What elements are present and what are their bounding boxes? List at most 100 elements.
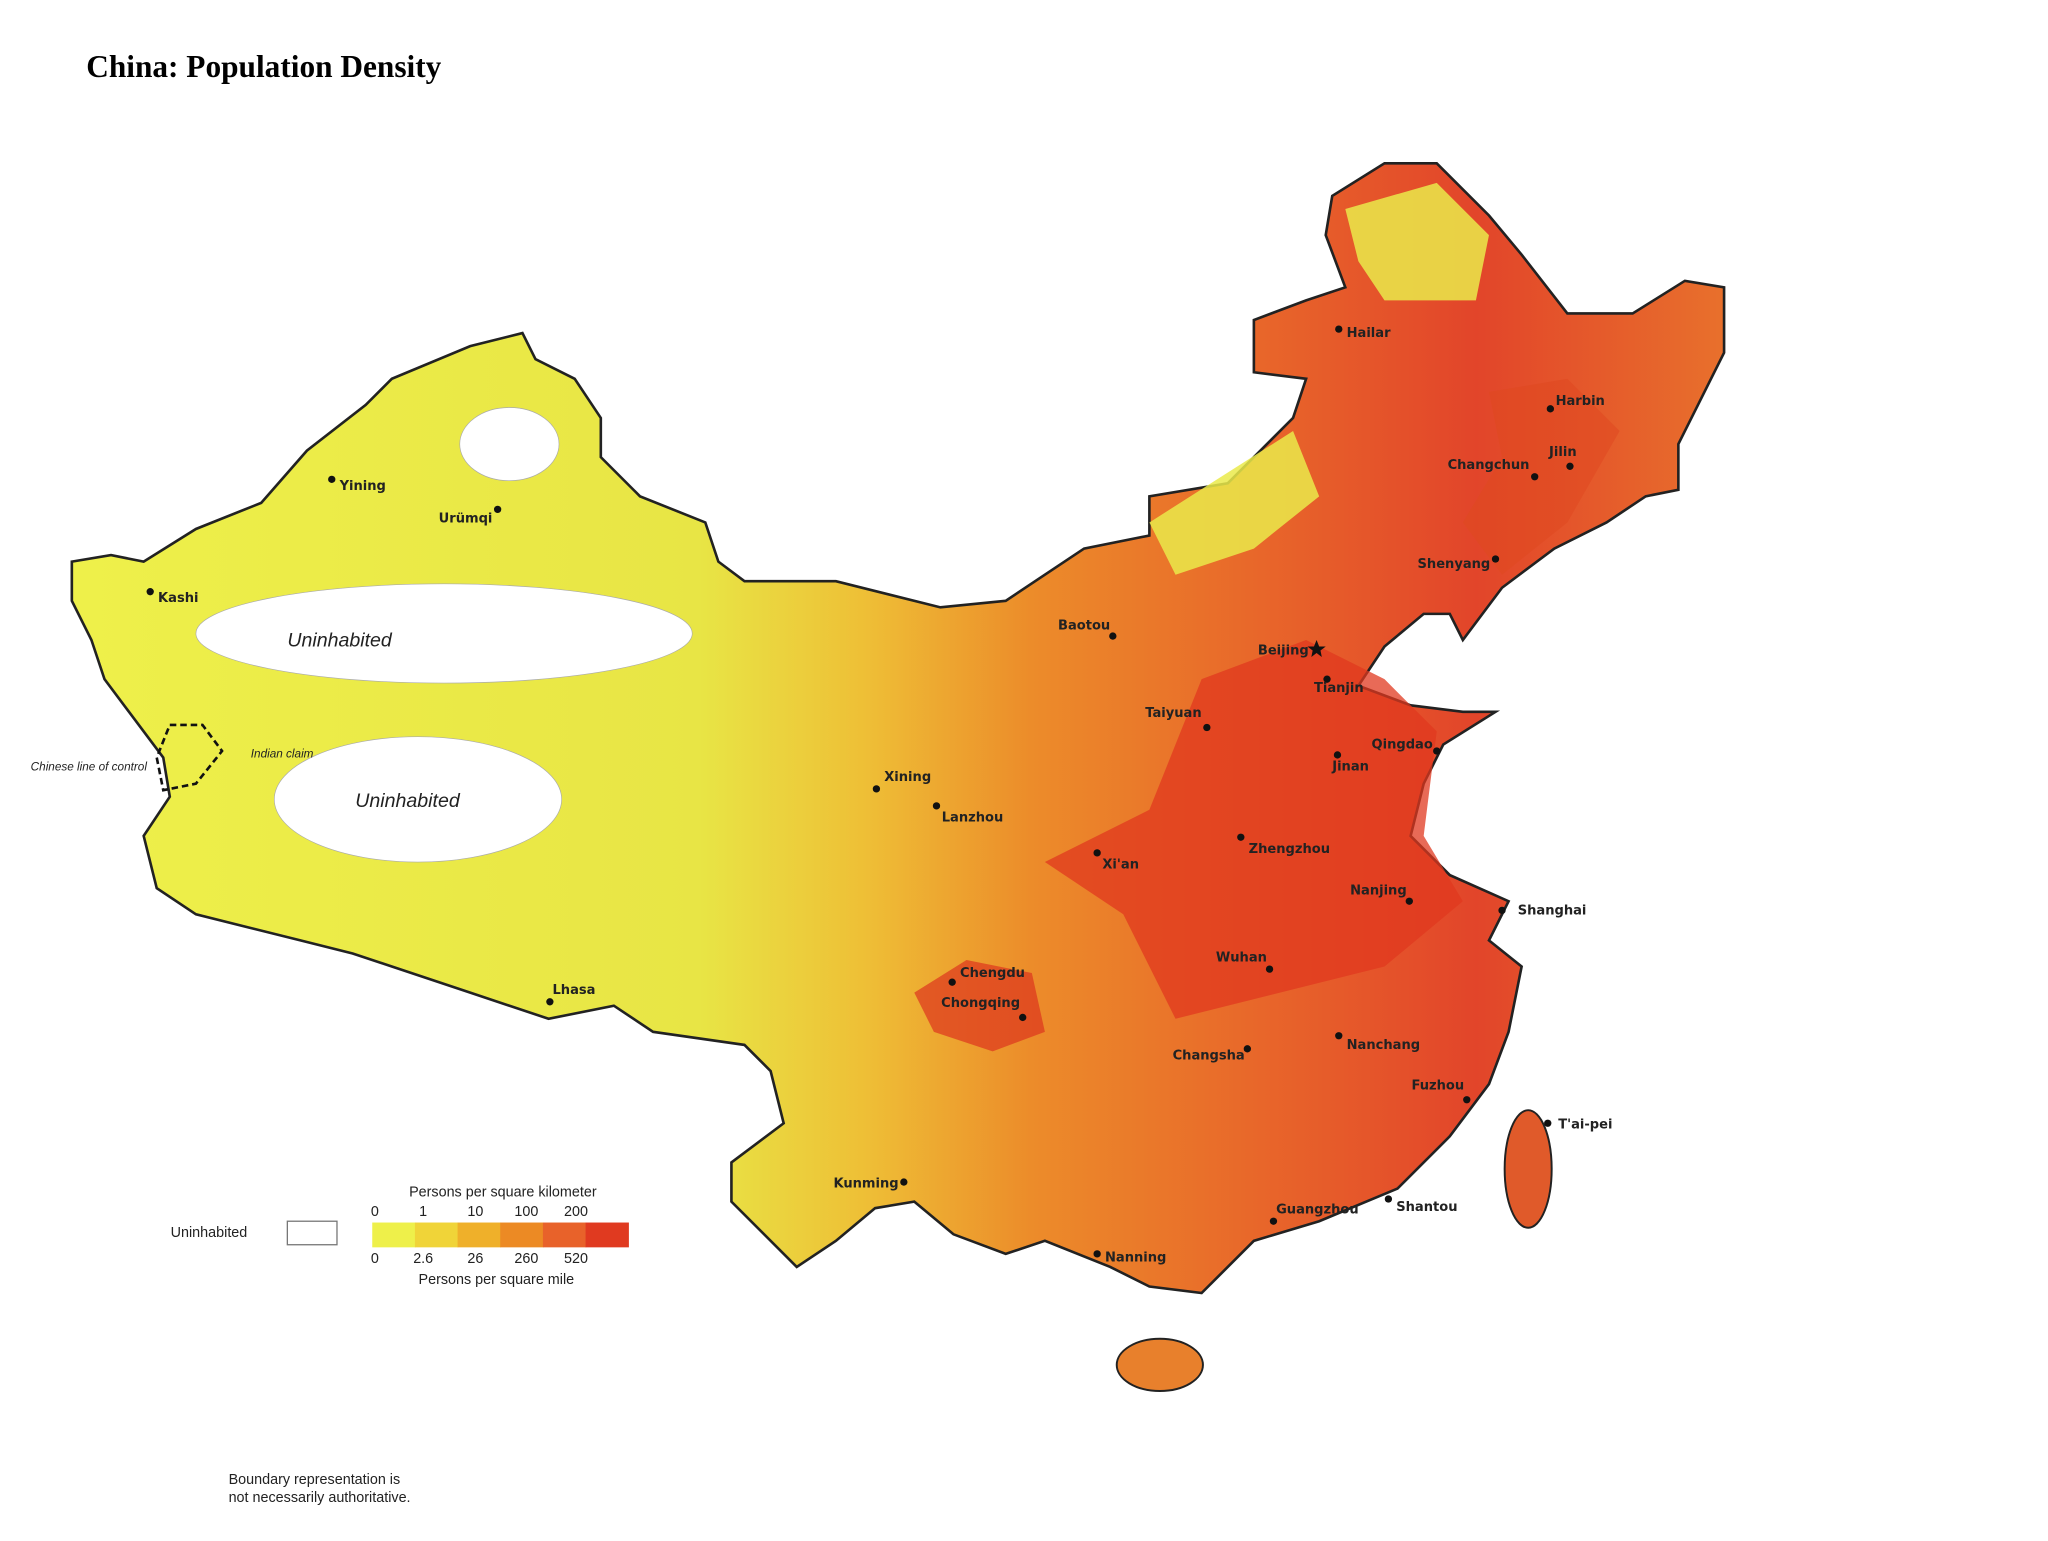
legend-mile-tick: 0 bbox=[371, 1251, 379, 1267]
city-dot bbox=[146, 588, 154, 596]
city-dot bbox=[948, 978, 956, 986]
city-dot bbox=[872, 785, 881, 793]
city-label: Nanning bbox=[1105, 1251, 1166, 1266]
city-label: Xining bbox=[884, 770, 931, 785]
city-dot bbox=[1269, 1217, 1278, 1225]
uninhabited-dzungaria bbox=[459, 407, 560, 481]
legend-km-tick: 100 bbox=[514, 1204, 538, 1220]
city-label: Chengdu bbox=[960, 966, 1025, 981]
region-label: Uninhabited bbox=[287, 630, 393, 652]
legend-km-title: Persons per square kilometer bbox=[409, 1184, 597, 1200]
city-label: Harbin bbox=[1556, 394, 1605, 409]
northeast-yellow bbox=[1149, 182, 1489, 575]
city-dot bbox=[1323, 675, 1331, 683]
city-dot bbox=[1405, 897, 1413, 905]
city-dot bbox=[1498, 906, 1506, 915]
city-dot bbox=[1491, 555, 1500, 563]
legend-uninhabited-label: Uninhabited bbox=[171, 1225, 248, 1241]
city-dot bbox=[493, 505, 502, 514]
legend-mile-tick: 2.6 bbox=[413, 1251, 433, 1267]
legend-km-tick: 1 bbox=[419, 1204, 427, 1220]
legend-uninhabited-swatch bbox=[286, 1220, 338, 1246]
city-label: Shenyang bbox=[1418, 557, 1491, 572]
border-label: Indian claim bbox=[251, 748, 314, 761]
city-dot bbox=[546, 998, 554, 1006]
city-dot bbox=[328, 475, 336, 484]
region-label: Uninhabited bbox=[355, 790, 461, 812]
city-label: Yining bbox=[339, 479, 386, 494]
city-label: Xi'an bbox=[1102, 858, 1139, 873]
legend-mile-tick: 520 bbox=[564, 1251, 588, 1267]
legend-km-tick: 10 bbox=[467, 1204, 483, 1220]
city-label: Lanzhou bbox=[942, 811, 1004, 826]
city-label: Nanchang bbox=[1347, 1038, 1420, 1053]
city-label: Chongqing bbox=[941, 996, 1020, 1011]
border-label: Chinese line of control bbox=[31, 761, 148, 774]
legend-swatch bbox=[585, 1222, 629, 1248]
legend-swatch bbox=[414, 1222, 459, 1248]
city-label: Qingdao bbox=[1372, 737, 1433, 752]
legend-swatch bbox=[542, 1222, 587, 1248]
city-dot bbox=[1335, 1032, 1343, 1040]
city-label: Kunming bbox=[833, 1176, 898, 1191]
city-label: Guangzhou bbox=[1276, 1202, 1359, 1217]
city-label: Nanjing bbox=[1350, 884, 1407, 899]
city-dot bbox=[1531, 473, 1539, 481]
city-label: Changsha bbox=[1173, 1048, 1245, 1063]
legend-km-tick: 200 bbox=[564, 1204, 588, 1220]
hainan bbox=[1115, 1337, 1204, 1392]
city-dot bbox=[1203, 723, 1211, 732]
uninhabited-taklamakan bbox=[195, 583, 693, 684]
city-label: Fuzhou bbox=[1411, 1078, 1464, 1093]
city-layer: Hailar Harbin Jilin Changchun Shenyang Beijin… bbox=[146, 325, 1612, 1266]
city-label: Taiyuan bbox=[1145, 706, 1201, 721]
city-label: Changchun bbox=[1448, 458, 1530, 473]
city-label: Jilin bbox=[1548, 445, 1577, 460]
legend-mile-tick: 260 bbox=[514, 1251, 538, 1267]
city-dot bbox=[1265, 965, 1274, 973]
disputed-boundary bbox=[155, 723, 224, 792]
map-title: China: Population Density bbox=[86, 49, 441, 84]
sichuan-basin bbox=[914, 960, 1045, 1052]
city-label: Hailar bbox=[1347, 326, 1391, 341]
legend-swatch bbox=[500, 1222, 544, 1248]
note: Boundary representation is bbox=[229, 1472, 401, 1488]
city-dot bbox=[1093, 849, 1101, 857]
northeast-plain bbox=[1462, 378, 1620, 575]
dense-core bbox=[1044, 640, 1463, 1019]
city-label: Shantou bbox=[1396, 1200, 1457, 1215]
taiwan bbox=[1503, 1109, 1553, 1229]
city-label: Lhasa bbox=[552, 983, 595, 998]
city-dot bbox=[1237, 833, 1245, 841]
city-label: Beijing bbox=[1258, 643, 1309, 658]
city-dot bbox=[1333, 751, 1342, 759]
mainland bbox=[70, 161, 1726, 1295]
legend: Uninhabited Persons per square kilometer… bbox=[171, 1184, 629, 1288]
city-dot bbox=[1093, 1250, 1101, 1258]
capital-star bbox=[1307, 640, 1326, 657]
city-dot bbox=[1463, 1096, 1471, 1104]
city-label: T'ai-pei bbox=[1558, 1117, 1612, 1132]
city-dot bbox=[1544, 1119, 1552, 1127]
city-dot bbox=[1109, 632, 1117, 640]
city-label: Jinan bbox=[1331, 760, 1369, 775]
legend-mile-tick: 26 bbox=[467, 1251, 483, 1267]
city-label: Urümqi bbox=[439, 511, 493, 526]
legend-swatch bbox=[457, 1222, 501, 1248]
city-dot bbox=[932, 802, 941, 810]
city-dot bbox=[1384, 1195, 1393, 1203]
city-label: Baotou bbox=[1058, 619, 1110, 634]
city-label: Shanghai bbox=[1518, 903, 1587, 918]
uninhabited-tibet bbox=[273, 736, 562, 863]
legend-km-tick: 0 bbox=[371, 1204, 379, 1220]
city-dot bbox=[1546, 405, 1555, 413]
city-label: Wuhan bbox=[1216, 950, 1267, 965]
city-dot bbox=[900, 1178, 908, 1186]
city-label: Tianjin bbox=[1314, 681, 1364, 696]
city-dot bbox=[1433, 747, 1441, 755]
city-dot bbox=[1335, 325, 1343, 333]
city-dot bbox=[1566, 462, 1574, 470]
legend-mile-title: Persons per square mile bbox=[419, 1272, 575, 1288]
legend-swatch bbox=[372, 1222, 416, 1248]
